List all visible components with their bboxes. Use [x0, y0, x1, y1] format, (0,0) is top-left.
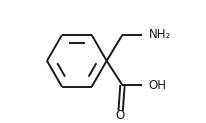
Text: NH₂: NH₂	[149, 28, 171, 41]
Text: OH: OH	[149, 79, 167, 92]
Text: O: O	[115, 108, 124, 122]
